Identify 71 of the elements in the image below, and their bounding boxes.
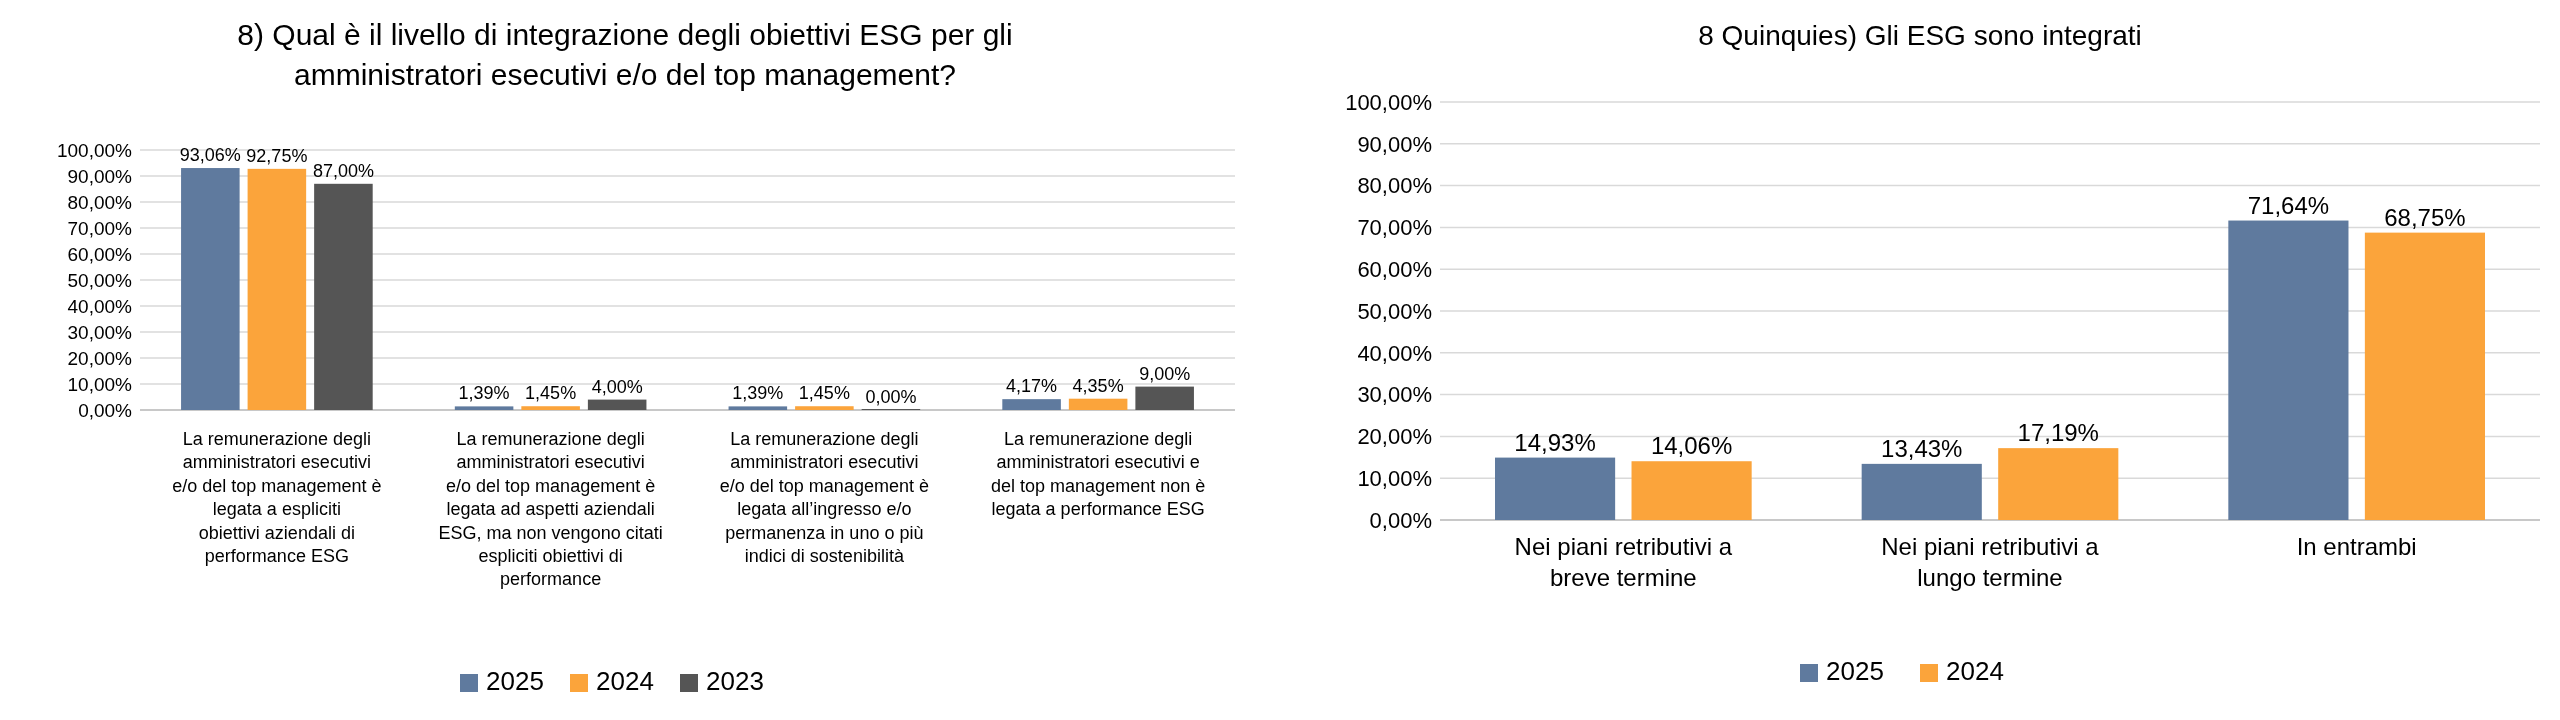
bar [2364,232,2485,520]
bar [1631,461,1752,520]
chart-title: 8 Quinquies) Gli ESG sono integrati [1698,20,2142,51]
bar [1998,448,2119,520]
y-tick-label: 60,00% [67,243,133,265]
bar [314,183,373,410]
y-tick-label: 30,00% [1357,382,1432,408]
data-label: 4,35% [1072,375,1124,396]
data-label: 1,45% [525,383,577,404]
data-label: 4,00% [591,376,643,397]
x-tick-label: La remunerazione degli amministratori esecutivi e del top management non è legata a performance ESG [991,429,1206,520]
y-tick-label: 80,00% [67,191,133,213]
y-tick-label: 70,00% [67,217,133,239]
y-tick-label: 30,00% [67,321,133,343]
y-tick-label: 40,00% [1357,340,1432,366]
bar [1861,463,1982,520]
y-tick-label: 60,00% [1357,256,1432,282]
data-label: 87,00% [312,160,374,181]
data-label: 93,06% [179,145,241,166]
data-label: 14,93% [1514,428,1596,456]
y-tick-label: 20,00% [1357,424,1432,450]
data-label: 71,64% [2247,191,2330,219]
bar [521,406,580,410]
y-tick-label: 20,00% [67,347,133,369]
bar [1495,457,1616,520]
y-tick-label: 90,00% [1357,131,1432,157]
bar [1068,398,1128,410]
bar [795,406,854,410]
bar [454,406,514,410]
x-tick-label: La remunerazione degli amministratori esecutivi e/o del top management è legata ad aspetti aziendali ESG, ma non vengono citati espliciti obiettivi di performance [438,429,663,590]
legend-label: 2023 [706,666,764,696]
bar [587,399,647,410]
data-label: 1,45% [798,383,850,404]
legend-label: 2025 [486,666,544,696]
y-tick-label: 100,00% [56,139,133,161]
x-tick-label: Nei piani retributivi a breve termine [1514,533,1733,592]
chart-title: 8) Qual è il livello di integrazione degli obiettivi ESG per gli amministratori esecutivi e/o del top management? [237,18,1013,91]
bar [728,406,788,410]
bar [1135,386,1194,410]
bar [181,168,240,410]
data-label: 4,17% [1006,376,1058,397]
x-tick-label: La remunerazione degli amministratori esecutivi e/o del top management è legata all’ingresso e/o permanenza in uno o più indici di sostenibilità [719,429,929,566]
data-label: 1,39% [458,383,510,404]
y-tick-label: 70,00% [1357,215,1432,241]
legend-label: 2024 [1946,656,2004,686]
y-tick-label: 0,00% [78,399,133,421]
x-tick-label: Nei piani retributivi a lungo termine [1881,533,2100,592]
bar [2228,220,2349,520]
bar [247,168,307,410]
data-label: 68,75% [2384,203,2466,231]
y-tick-label: 50,00% [1357,298,1432,324]
data-label: 92,75% [246,145,308,166]
y-tick-label: 0,00% [1369,507,1432,533]
y-tick-label: 10,00% [67,373,133,395]
data-label: 13,43% [1881,434,1963,462]
data-label: 1,39% [732,383,784,404]
y-tick-label: 80,00% [1357,173,1432,199]
data-label: 17,19% [2017,419,2099,447]
x-tick-label: In entrambi [2296,533,2417,560]
y-tick-label: 90,00% [67,165,133,187]
data-label: 14,06% [1650,432,1733,460]
legend-label: 2025 [1826,656,1884,686]
bar [1002,399,1061,410]
y-tick-label: 10,00% [1357,465,1432,491]
y-tick-label: 40,00% [67,295,133,317]
data-label: 9,00% [1139,363,1191,384]
y-tick-label: 100,00% [1345,89,1432,115]
data-label: 0,00% [865,387,917,407]
legend-label: 2024 [596,666,654,696]
y-tick-label: 50,00% [67,269,133,291]
x-tick-label: La remunerazione degli amministratori esecutivi e/o del top management è legata a espliciti obiettivi aziendali di performance ESG [172,429,382,566]
